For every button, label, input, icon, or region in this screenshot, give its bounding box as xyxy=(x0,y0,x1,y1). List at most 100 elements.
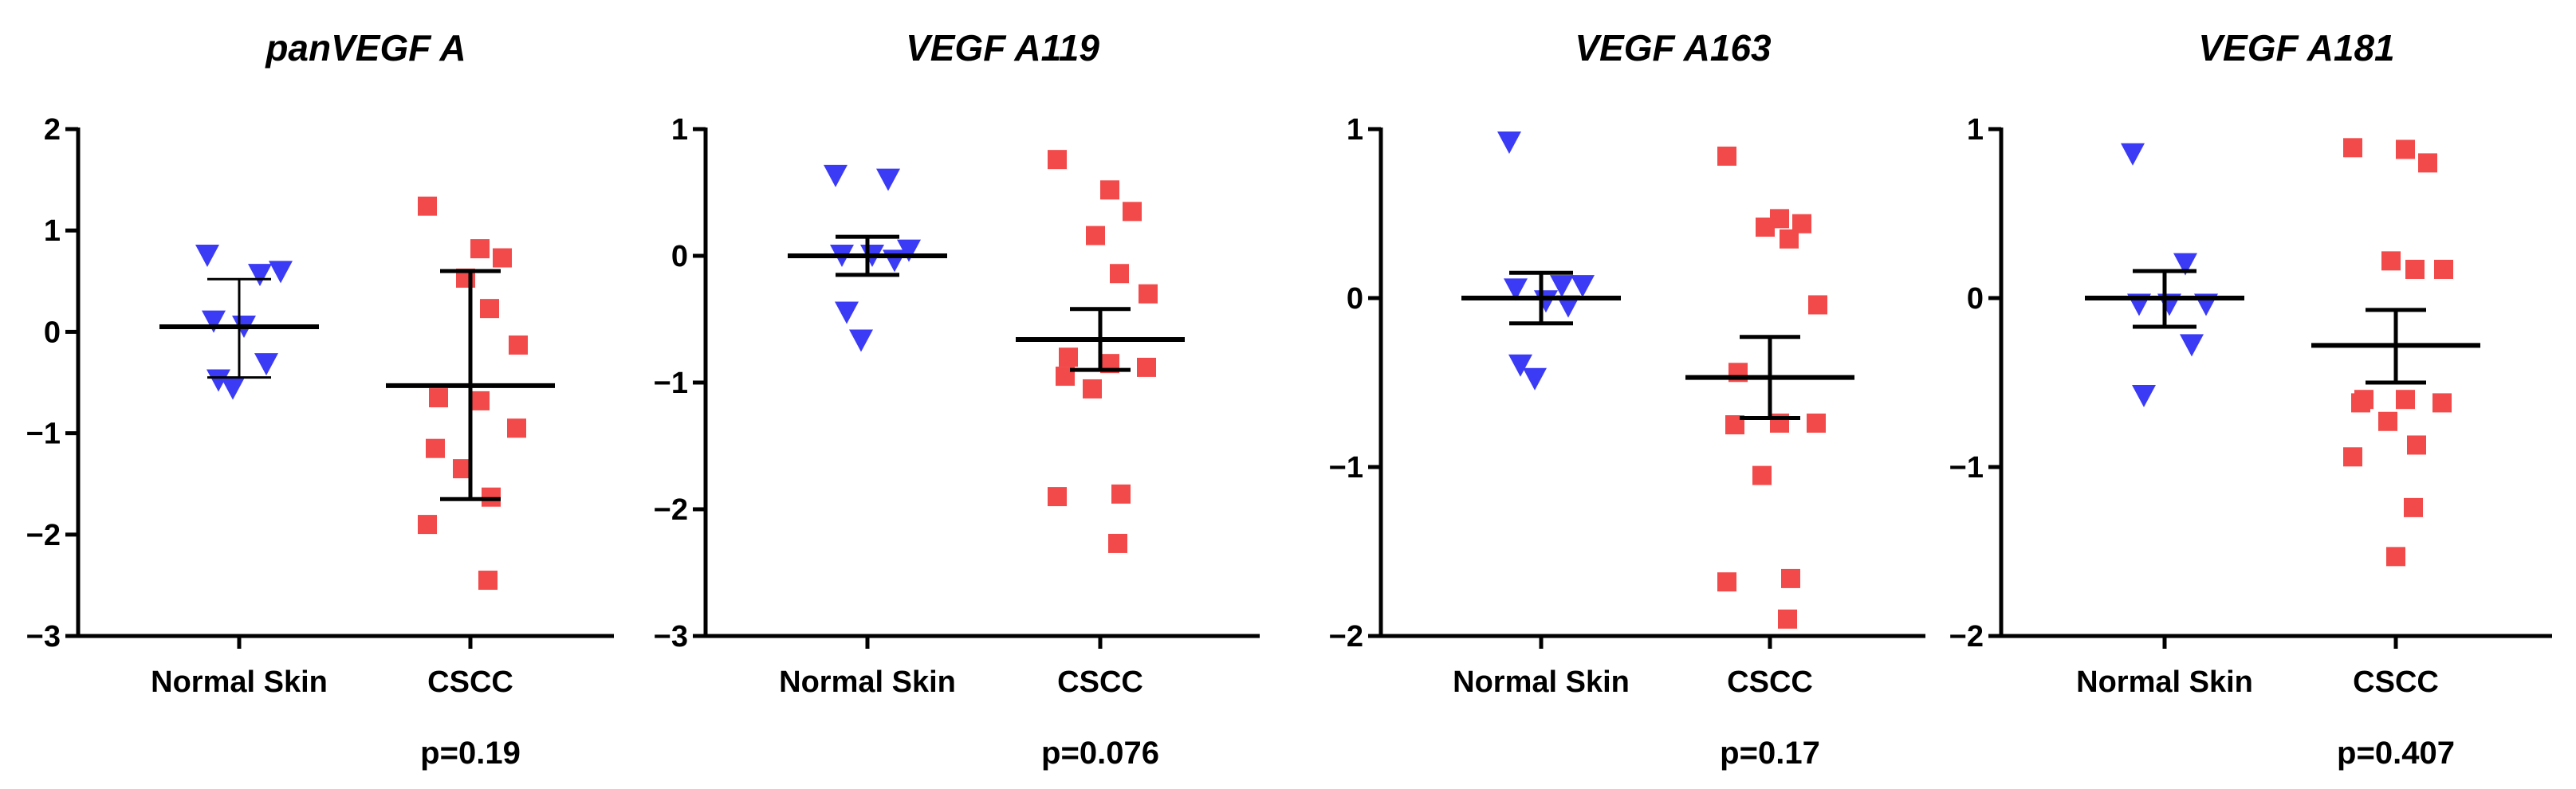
data-point-normal-skin xyxy=(824,164,848,187)
data-point-cscc xyxy=(470,391,490,410)
x-category-label: CSCC xyxy=(2353,665,2439,699)
data-point-normal-skin xyxy=(897,239,921,262)
y-tick-label: 1 xyxy=(1347,113,1363,147)
data-point-normal-skin xyxy=(2180,334,2204,357)
data-point-cscc xyxy=(426,438,445,458)
p-value-label: p=0.076 xyxy=(1041,736,1159,771)
data-point-cscc xyxy=(2418,153,2437,173)
data-point-cscc xyxy=(2405,259,2425,279)
data-point-normal-skin xyxy=(2173,253,2197,276)
x-category-label: Normal Skin xyxy=(151,665,328,699)
data-point-cscc xyxy=(1059,347,1078,367)
data-point-normal-skin xyxy=(1550,275,1574,298)
data-point-cscc xyxy=(1139,284,1158,304)
data-point-cscc xyxy=(493,248,512,268)
data-point-normal-skin xyxy=(883,249,907,273)
data-point-cscc xyxy=(2396,139,2415,159)
data-point-normal-skin xyxy=(1556,295,1580,318)
data-point-cscc xyxy=(1123,202,1142,222)
data-point-normal-skin xyxy=(195,245,219,267)
data-point-cscc xyxy=(2432,393,2452,413)
data-point-cscc xyxy=(1778,609,1797,629)
y-tick-label: −2 xyxy=(654,493,688,527)
y-tick-label: −2 xyxy=(1949,620,1984,654)
data-point-normal-skin xyxy=(1523,367,1547,391)
data-point-cscc xyxy=(480,299,499,319)
chart-panel-4: VEGF A181 −2 −1 0 1 Normal Skin CSCC p=0.407 xyxy=(1949,27,2552,771)
data-point-cscc xyxy=(1100,180,1119,200)
data-point-normal-skin xyxy=(202,310,226,333)
data-point-cscc xyxy=(1756,217,1775,237)
p-value-label: p=0.19 xyxy=(420,736,521,771)
y-tick-label: −1 xyxy=(1329,451,1363,485)
y-tick-label: −2 xyxy=(26,519,61,552)
data-point-cscc xyxy=(1717,146,1736,166)
chart-panel-2: VEGF A119 −3 −2 −1 0 1 Normal Skin CSCC p=0.076 xyxy=(654,27,1260,771)
x-category-label: CSCC xyxy=(427,665,513,699)
data-point-cscc xyxy=(1083,379,1102,398)
data-point-cscc xyxy=(1780,229,1799,249)
p-value-label: p=0.17 xyxy=(1720,736,1820,771)
data-point-cscc xyxy=(418,196,437,216)
chart-panel-1: panVEGF A −3 −2 −1 0 1 2 Normal Skin CSCC p=0.19 xyxy=(26,27,614,771)
y-tick-label: −3 xyxy=(654,620,688,654)
data-point-cscc xyxy=(1048,150,1067,170)
data-point-cscc xyxy=(482,487,501,507)
data-point-cscc xyxy=(2343,138,2362,158)
data-point-cscc xyxy=(1752,465,1772,485)
data-point-normal-skin xyxy=(221,377,245,400)
y-tick-label: 1 xyxy=(1967,113,1984,147)
data-point-cscc xyxy=(1110,264,1129,284)
y-tick-label: 2 xyxy=(44,113,61,147)
data-point-cscc xyxy=(2396,390,2415,410)
data-point-normal-skin xyxy=(2132,384,2156,407)
data-point-cscc xyxy=(1108,533,1127,553)
data-point-cscc xyxy=(2378,411,2397,431)
data-point-cscc xyxy=(1807,413,1826,433)
data-point-cscc xyxy=(2434,259,2453,279)
y-tick-label: 0 xyxy=(1967,282,1984,316)
data-point-normal-skin xyxy=(1508,354,1532,377)
data-point-cscc xyxy=(418,515,437,535)
data-point-normal-skin xyxy=(1534,290,1558,313)
data-point-normal-skin xyxy=(835,301,859,324)
data-point-cscc xyxy=(2386,547,2405,567)
data-point-cscc xyxy=(2407,435,2426,455)
chart-panel-3: VEGF A163 −2 −1 0 1 Normal Skin CSCC p=0.17 xyxy=(1329,27,1925,771)
y-tick-label: 0 xyxy=(671,240,688,273)
p-value-label: p=0.407 xyxy=(2337,736,2455,771)
x-category-label: CSCC xyxy=(1727,665,1813,699)
chart-title: VEGF A163 xyxy=(1575,27,1772,69)
data-point-cscc xyxy=(1086,226,1105,245)
data-point-cscc xyxy=(2351,393,2370,413)
data-point-cscc xyxy=(470,239,490,259)
data-point-cscc xyxy=(429,388,448,408)
data-point-normal-skin xyxy=(2121,143,2145,166)
x-category-label: Normal Skin xyxy=(2076,665,2253,699)
data-point-cscc xyxy=(478,571,498,591)
y-tick-label: 0 xyxy=(1347,282,1363,316)
data-point-cscc xyxy=(2381,251,2401,271)
chart-title: VEGF A119 xyxy=(906,27,1099,69)
chart-title: panVEGF A xyxy=(264,27,466,69)
data-point-cscc xyxy=(1781,568,1800,588)
x-category-label: Normal Skin xyxy=(779,665,956,699)
y-tick-label: −1 xyxy=(1949,451,1984,485)
y-tick-label: −2 xyxy=(1329,620,1363,654)
data-point-normal-skin xyxy=(254,353,278,376)
data-point-normal-skin xyxy=(876,168,900,191)
y-tick-label: 1 xyxy=(44,214,61,248)
y-tick-label: −1 xyxy=(654,367,688,400)
data-point-normal-skin xyxy=(269,261,293,284)
data-point-cscc xyxy=(1808,295,1827,315)
x-category-label: CSCC xyxy=(1057,665,1143,699)
data-point-normal-skin xyxy=(849,329,873,352)
data-point-cscc xyxy=(509,335,528,355)
data-point-normal-skin xyxy=(206,369,230,392)
data-point-normal-skin xyxy=(248,264,272,287)
data-point-cscc xyxy=(2404,497,2423,517)
data-point-cscc xyxy=(2343,447,2362,467)
data-point-cscc xyxy=(1048,487,1067,507)
data-point-cscc xyxy=(507,418,526,438)
